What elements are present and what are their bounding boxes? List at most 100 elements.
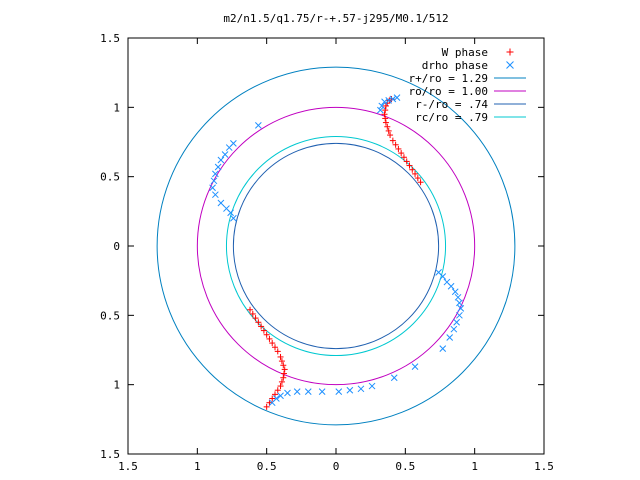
point-s1-14 bbox=[209, 184, 216, 192]
point-s0-4 bbox=[406, 162, 413, 169]
circle-1 bbox=[196, 106, 476, 386]
point-s0-1 bbox=[414, 175, 421, 182]
point-s1-28 bbox=[456, 311, 463, 319]
y-tick-label-4: 0.5 bbox=[100, 309, 120, 322]
y-tick-label-0: 1.5 bbox=[100, 32, 120, 45]
y-tick-label-1: 1 bbox=[113, 101, 120, 114]
point-s1-31 bbox=[446, 334, 454, 341]
legend-swatch-0 bbox=[506, 48, 514, 56]
point-s1-32 bbox=[439, 345, 447, 352]
point-s0-7 bbox=[398, 150, 405, 157]
point-s1-37 bbox=[284, 389, 291, 397]
x-tick-label-6: 1.5 bbox=[534, 460, 554, 473]
point-s0-15 bbox=[382, 115, 389, 122]
point-s0-44 bbox=[266, 399, 273, 406]
data-markers bbox=[209, 94, 465, 410]
legend-label-4: r-/ro = .74 bbox=[415, 98, 488, 111]
point-s0-11 bbox=[387, 132, 394, 139]
point-s1-3 bbox=[381, 98, 388, 106]
point-s1-30 bbox=[450, 325, 458, 333]
point-s1-33 bbox=[411, 363, 419, 370]
point-s0-40 bbox=[277, 383, 284, 390]
point-s1-6 bbox=[254, 122, 262, 129]
point-s0-16 bbox=[381, 111, 388, 118]
point-s1-13 bbox=[210, 177, 218, 185]
point-s1-45 bbox=[390, 374, 398, 382]
legend-label-5: rc/ro = .79 bbox=[415, 111, 488, 124]
point-s0-36 bbox=[281, 366, 288, 373]
circle-0 bbox=[156, 66, 516, 426]
point-s1-4 bbox=[378, 102, 386, 110]
point-s1-12 bbox=[212, 170, 219, 178]
point-s1-41 bbox=[335, 388, 343, 395]
point-s0-43 bbox=[269, 395, 276, 402]
point-s0-3 bbox=[409, 166, 416, 173]
y-tick-label-5: 1 bbox=[113, 379, 120, 392]
point-s1-11 bbox=[214, 163, 222, 171]
point-s1-44 bbox=[368, 382, 376, 390]
x-tick-label-5: 1 bbox=[471, 460, 478, 473]
point-s0-35 bbox=[280, 362, 287, 369]
point-s0-29 bbox=[266, 335, 273, 342]
circle-3 bbox=[225, 135, 447, 357]
legend-label-2: r+/ro = 1.29 bbox=[409, 72, 488, 85]
point-s1-19 bbox=[230, 214, 237, 222]
point-s0-6 bbox=[400, 154, 407, 161]
point-s0-33 bbox=[277, 353, 284, 360]
y-tick-label-3: 0 bbox=[113, 240, 120, 253]
point-s1-5 bbox=[377, 106, 384, 114]
x-tick-label-2: 0.5 bbox=[257, 460, 277, 473]
legend-label-3: ro/ro = 1.00 bbox=[409, 85, 488, 98]
y-tick-label-6: 1.5 bbox=[100, 448, 120, 461]
point-s1-21 bbox=[439, 273, 447, 280]
x-tick-label-3: 0 bbox=[333, 460, 340, 473]
axis-ticks: 1.5 1 0.5 0 0.5 1 1.51.510.500.511.5 bbox=[100, 32, 554, 473]
point-s0-28 bbox=[263, 331, 270, 338]
point-s1-40 bbox=[318, 388, 326, 395]
point-s0-12 bbox=[385, 127, 392, 134]
point-s1-16 bbox=[217, 199, 225, 207]
point-s0-31 bbox=[271, 344, 278, 351]
point-s0-14 bbox=[382, 119, 389, 126]
point-s1-27 bbox=[457, 305, 465, 312]
point-s1-2 bbox=[385, 97, 393, 104]
point-s1-8 bbox=[225, 144, 233, 151]
point-s0-13 bbox=[384, 123, 391, 130]
point-s1-10 bbox=[217, 156, 225, 164]
circle-2 bbox=[232, 142, 440, 350]
point-s1-24 bbox=[451, 288, 459, 296]
point-s0-42 bbox=[271, 391, 278, 398]
y-tick-label-2: 0.5 bbox=[100, 171, 120, 184]
legend-label-0: W phase bbox=[442, 46, 488, 59]
point-s0-8 bbox=[395, 145, 402, 152]
ratio-circles bbox=[156, 66, 516, 426]
point-s0-25 bbox=[255, 319, 262, 326]
point-s1-23 bbox=[447, 282, 455, 290]
point-s0-22 bbox=[247, 306, 254, 313]
point-s1-1 bbox=[389, 95, 397, 103]
point-s0-39 bbox=[278, 378, 285, 385]
point-s0-37 bbox=[281, 370, 287, 377]
point-s0-30 bbox=[269, 340, 276, 347]
point-s0-18 bbox=[382, 102, 389, 109]
point-s0-45 bbox=[263, 403, 270, 410]
point-s1-29 bbox=[453, 318, 460, 326]
point-s0-26 bbox=[258, 323, 265, 330]
x-tick-label-1: 1 bbox=[194, 460, 201, 473]
point-s0-38 bbox=[280, 374, 287, 381]
point-s1-25 bbox=[454, 293, 462, 301]
point-s0-2 bbox=[412, 170, 419, 177]
point-s0-10 bbox=[389, 137, 396, 144]
point-s0-17 bbox=[382, 107, 389, 114]
point-s0-41 bbox=[274, 387, 281, 394]
point-s1-15 bbox=[212, 191, 219, 199]
point-s0-0 bbox=[417, 179, 424, 186]
point-s1-39 bbox=[304, 388, 312, 395]
point-s0-32 bbox=[274, 348, 281, 355]
point-s1-18 bbox=[227, 209, 234, 217]
chart-title: m2/n1.5/q1.75/r-+.57-j295/M0.1/512 bbox=[223, 12, 448, 25]
point-s0-34 bbox=[278, 358, 285, 365]
point-s1-0 bbox=[393, 94, 401, 101]
